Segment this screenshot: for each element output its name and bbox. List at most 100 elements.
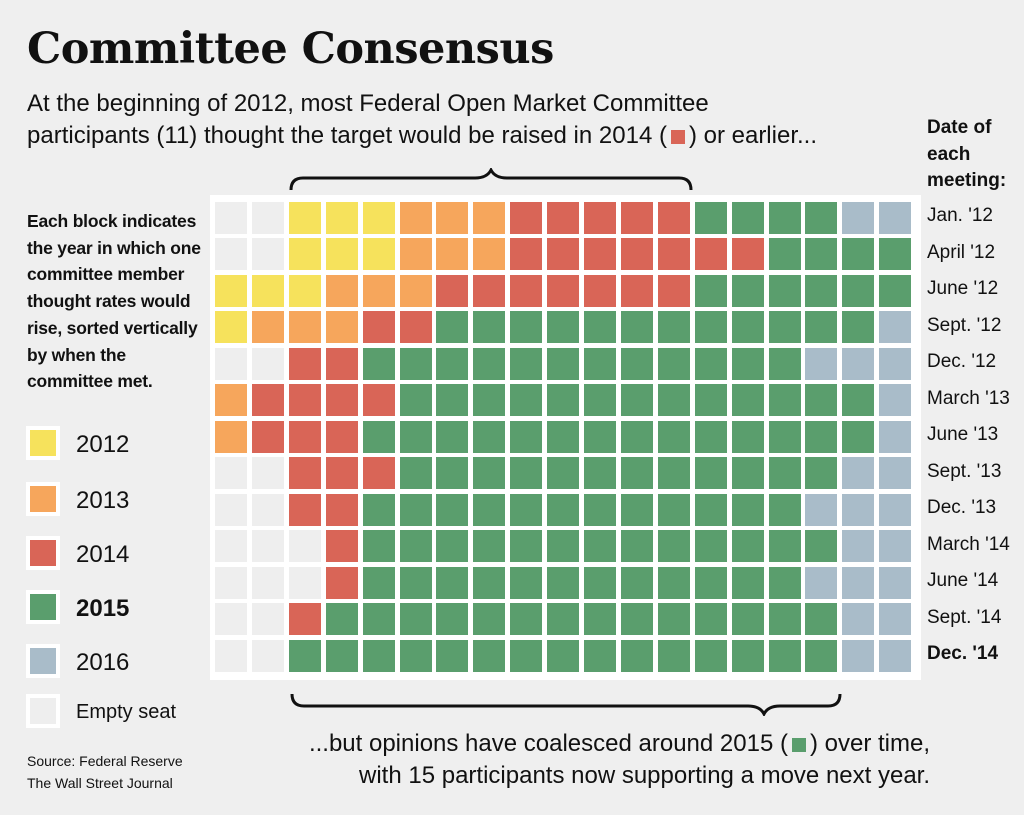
meeting-date-label: Jan. '12 [927, 205, 993, 226]
swatch-2015-inline [791, 738, 806, 752]
grid-cell [288, 420, 321, 453]
grid-cell [879, 603, 912, 635]
grid-cell [657, 311, 690, 343]
consensus-grid [210, 195, 921, 680]
grid-cell [657, 457, 690, 489]
grid-cell [805, 274, 838, 307]
grid-cell [731, 420, 764, 453]
grid-cell [473, 238, 506, 270]
grid-cell [620, 530, 653, 562]
grid-cell [694, 457, 727, 489]
legend-swatch [26, 590, 60, 624]
grid-cell [510, 201, 543, 234]
grid-cell [805, 420, 838, 453]
legend-swatch [26, 482, 60, 516]
meeting-date-label: Sept. '14 [927, 606, 1002, 628]
meeting-date-label: Dec. '12 [927, 351, 997, 372]
grid-cell [436, 384, 469, 416]
grid-cell [768, 384, 801, 416]
grid-cell [768, 311, 801, 343]
legend-item-2016: 2016 [26, 644, 206, 684]
grid-cell [731, 201, 764, 234]
grid-cell [436, 493, 469, 526]
grid-cell [694, 603, 727, 635]
grid-cell [842, 384, 875, 416]
grid-cell [694, 639, 727, 672]
grid-cell [362, 457, 395, 489]
grid-cell [215, 457, 247, 489]
grid-cell [473, 639, 506, 672]
grid-cell [436, 201, 469, 234]
grid-cell [694, 493, 727, 526]
grid-cell [584, 530, 616, 562]
grid-cell [842, 420, 875, 453]
grid-cell [399, 274, 432, 307]
grid-cell [768, 347, 801, 380]
grid-cell [731, 566, 764, 599]
grid-cell [547, 201, 580, 234]
grid-cell [584, 639, 616, 672]
grid-cell [620, 566, 653, 599]
grid-cell [436, 311, 469, 343]
grid-cell [694, 530, 727, 562]
grid-cell [473, 274, 506, 307]
grid-cell [731, 603, 764, 635]
grid-cell [620, 493, 653, 526]
grid-cell [325, 639, 358, 672]
grid-cell [399, 457, 432, 489]
grid-cell [731, 384, 764, 416]
grid-cell [657, 384, 690, 416]
grid-cell [620, 311, 653, 343]
grid-cell [362, 420, 395, 453]
meeting-date-label: Dec. '13 [927, 497, 997, 518]
grid-cell [805, 530, 838, 562]
legend-item-2012: 2012 [26, 426, 206, 466]
grid-cell [805, 457, 838, 489]
grid-cell [215, 420, 247, 453]
grid-cell [842, 311, 875, 343]
grid-cell [510, 603, 543, 635]
legend-item-2015: 2015 [26, 590, 206, 630]
grid-cell [805, 566, 838, 599]
grid-cell [879, 639, 912, 672]
grid-cell [325, 457, 358, 489]
date-header-line-1: Date of [927, 117, 992, 138]
legend-swatch [26, 536, 60, 570]
grid-cell [584, 493, 616, 526]
swatch-2014-inline [670, 130, 685, 144]
grid-cell [768, 274, 801, 307]
grid-cell [473, 457, 506, 489]
grid-cell [510, 493, 543, 526]
grid-cell [510, 274, 543, 307]
grid-cell [325, 238, 358, 270]
grid-cell [473, 384, 506, 416]
grid-cell [842, 238, 875, 270]
grid-cell [768, 457, 801, 489]
grid-cell [325, 566, 358, 599]
grid-cell [215, 274, 247, 307]
grid-cell [731, 493, 764, 526]
legend-label: 2013 [76, 487, 130, 514]
subtitle-line-1: At the beginning of 2012, most Federal O… [27, 90, 709, 117]
grid-cell [325, 530, 358, 562]
grid-cell [584, 274, 616, 307]
grid-cell [399, 603, 432, 635]
grid-cell [251, 384, 284, 416]
chart-description: Each block indicates the year in which o… [27, 211, 201, 392]
grid-cell [473, 347, 506, 380]
grid-cell [510, 347, 543, 380]
grid-cell [399, 238, 432, 270]
grid-cell [879, 530, 912, 562]
grid-cell [288, 311, 321, 343]
grid-cell [251, 603, 284, 635]
grid-cell [657, 347, 690, 380]
grid-cell [473, 493, 506, 526]
grid-cell [362, 493, 395, 526]
grid-cell [547, 384, 580, 416]
grid-cell [325, 311, 358, 343]
meeting-date-label: June '12 [927, 278, 999, 299]
grid-cell [694, 347, 727, 380]
grid-cell [325, 420, 358, 453]
grid-cell [362, 274, 395, 307]
grid-cell [362, 603, 395, 635]
